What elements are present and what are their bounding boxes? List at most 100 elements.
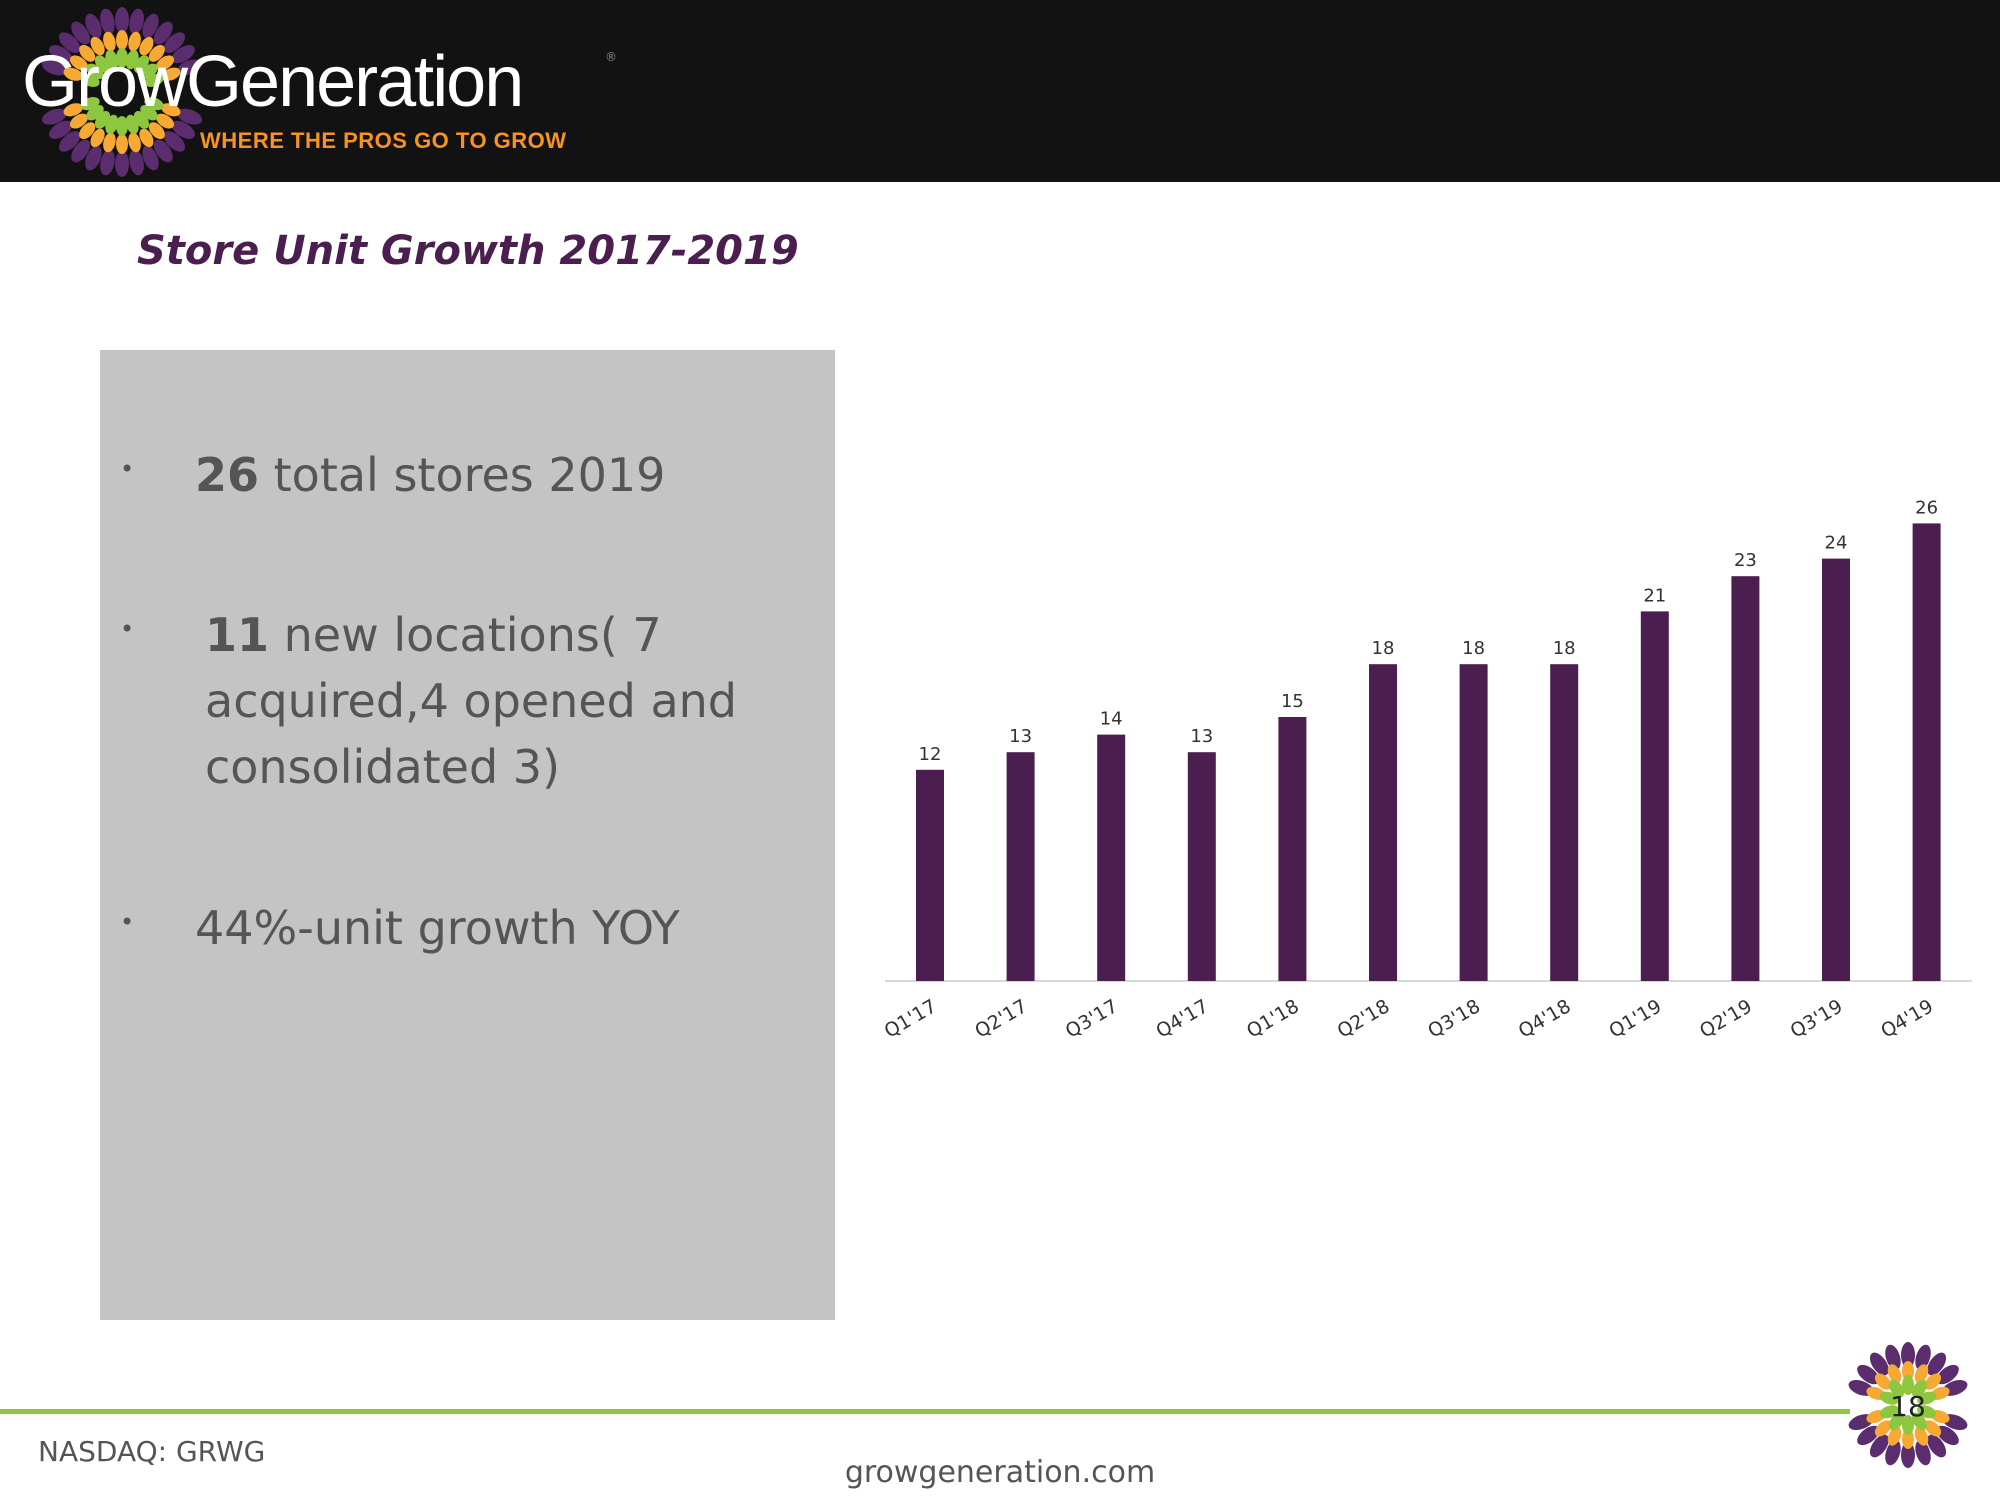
leaf <box>69 55 88 71</box>
leaf <box>116 116 128 136</box>
leaf <box>1901 1342 1915 1368</box>
bullet-icon: • <box>120 615 135 643</box>
ticker-label: NASDAQ: GRWG <box>38 1435 266 1468</box>
leaf <box>41 59 67 76</box>
leaf <box>125 114 139 135</box>
leaf <box>59 32 81 53</box>
leaf <box>1927 1352 1947 1376</box>
leaf <box>71 139 91 163</box>
bar <box>1187 752 1216 981</box>
leaf <box>177 59 203 76</box>
leaf <box>1887 1364 1902 1384</box>
bullet-new-locations: 11 new locations( 7 acquired,4 opened an… <box>205 602 805 800</box>
leaf <box>177 108 203 125</box>
leaf <box>161 67 181 81</box>
leaf <box>116 134 128 154</box>
leaf <box>1879 1391 1899 1405</box>
leaf <box>49 120 73 139</box>
registered-mark: ® <box>605 50 617 64</box>
bar <box>1097 734 1126 981</box>
bullet-text: new locations( 7 acquired,4 opened and c… <box>205 608 737 794</box>
bar <box>1459 664 1488 981</box>
leaf <box>1888 1412 1905 1431</box>
data-label: 14 <box>1100 709 1123 730</box>
data-label: 18 <box>1372 638 1395 659</box>
leaf <box>71 21 91 45</box>
leaf <box>1869 1434 1889 1458</box>
leaf <box>1902 1415 1914 1435</box>
leaf <box>49 45 73 64</box>
leaf <box>1917 1405 1937 1419</box>
leaf <box>148 122 165 140</box>
data-label: 26 <box>1915 497 1938 518</box>
bar <box>916 769 944 981</box>
leaf <box>1911 1379 1928 1398</box>
leaf <box>171 45 195 64</box>
logo-word-grow: Grow <box>22 42 188 122</box>
leaf <box>161 103 181 117</box>
leaf <box>129 149 144 176</box>
leaf <box>69 113 88 129</box>
leaf <box>144 73 164 87</box>
leaf <box>85 13 102 39</box>
leaf <box>90 128 105 148</box>
leaf <box>116 48 128 68</box>
leaf <box>139 128 154 148</box>
leaf <box>103 31 116 52</box>
leaf <box>1936 1425 1959 1446</box>
data-label: 18 <box>1553 638 1576 659</box>
leaf <box>163 32 185 53</box>
leaf <box>1857 1425 1880 1446</box>
bullet-text: 44%-unit growth YOY <box>195 901 680 955</box>
leaf <box>1927 1434 1947 1458</box>
bar <box>1369 664 1397 981</box>
leaf <box>41 108 67 125</box>
leaf <box>79 44 96 62</box>
leaf <box>103 132 116 153</box>
leaf <box>105 49 119 70</box>
leaf <box>1885 1344 1901 1370</box>
leaf <box>63 67 83 81</box>
bar <box>1912 523 1941 981</box>
leaf <box>85 145 102 171</box>
bullet-bold: 26 <box>195 448 260 502</box>
bullet-text: total stores 2019 <box>259 448 666 502</box>
leaf <box>80 97 100 111</box>
data-label: 21 <box>1643 585 1666 606</box>
leaf <box>1857 1364 1880 1385</box>
leaf <box>1902 1375 1914 1395</box>
leaf <box>156 55 175 71</box>
leaf <box>153 21 173 45</box>
bullet-icon: • <box>120 455 135 483</box>
leaf <box>142 13 159 39</box>
bar <box>1278 717 1307 981</box>
bar <box>1550 664 1579 981</box>
data-label: 13 <box>1190 726 1213 747</box>
leaf <box>1911 1412 1928 1431</box>
leaf <box>1936 1364 1959 1385</box>
data-label: 24 <box>1825 533 1848 554</box>
leaf <box>153 139 173 163</box>
website-link[interactable]: growgeneration.com <box>844 1455 1156 1490</box>
leaf <box>142 145 159 171</box>
bullet-icon: • <box>120 908 135 936</box>
slide-title: Store Unit Growth 2017-2019 <box>137 228 799 274</box>
leaf <box>1888 1379 1905 1398</box>
logo-tagline: WHERE THE PROS GO TO GROW <box>200 128 567 153</box>
leaf <box>1924 1373 1942 1390</box>
leaf <box>116 30 128 50</box>
header-bar: GrowGeneration ® WHERE THE PROS GO TO GR… <box>0 0 2000 182</box>
data-label: 18 <box>1462 638 1485 659</box>
leaf <box>148 44 165 62</box>
logo-flower-icon <box>41 7 203 177</box>
leaf <box>59 131 81 152</box>
leaf <box>1914 1364 1929 1384</box>
bar <box>1731 576 1760 981</box>
leaf <box>90 36 105 56</box>
leaf <box>1917 1391 1937 1405</box>
leaf <box>1915 1440 1931 1466</box>
leaf <box>1874 1373 1892 1390</box>
leaf <box>171 120 195 139</box>
